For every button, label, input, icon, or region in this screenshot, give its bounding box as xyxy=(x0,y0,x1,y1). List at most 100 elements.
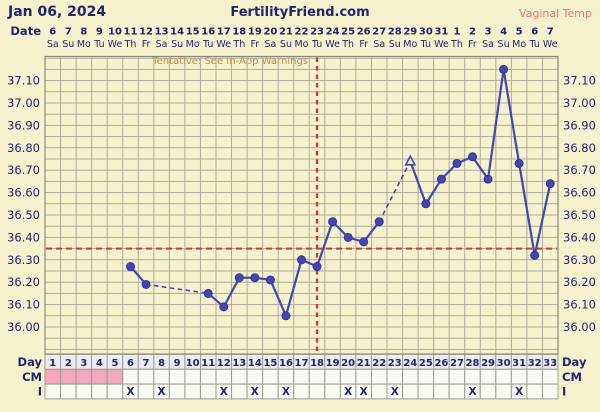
cm-cell-5[interactable] xyxy=(106,368,124,385)
intercourse-cell-30[interactable] xyxy=(495,383,512,400)
date-number: 28 xyxy=(388,27,402,38)
row-label-left: I xyxy=(38,385,42,399)
weekday-label: Su xyxy=(498,39,510,50)
intercourse-cell-3[interactable] xyxy=(75,383,93,400)
temp-point-day-7[interactable] xyxy=(141,279,151,289)
intercourse-cell-19[interactable] xyxy=(324,383,341,400)
cm-cell-3[interactable] xyxy=(75,368,93,385)
cm-cell-21[interactable] xyxy=(355,368,372,385)
cm-cell-18[interactable] xyxy=(308,368,326,385)
cm-cell-4[interactable] xyxy=(91,368,108,385)
temp-point-estimated-day-24[interactable] xyxy=(404,154,417,166)
cm-cell-12[interactable] xyxy=(215,368,233,385)
intercourse-cell-29[interactable] xyxy=(479,383,497,400)
temp-point-day-29[interactable] xyxy=(483,174,493,184)
temp-point-day-6[interactable] xyxy=(126,262,135,272)
cm-cell-6[interactable] xyxy=(122,368,139,385)
temp-point-day-22[interactable] xyxy=(374,217,384,227)
intercourse-cell-27[interactable] xyxy=(448,383,466,400)
cm-cell-30[interactable] xyxy=(495,368,512,385)
temp-point-day-31[interactable] xyxy=(514,158,524,168)
intercourse-cell-10[interactable] xyxy=(184,383,201,400)
cm-cell-24[interactable] xyxy=(402,368,419,385)
temp-point-day-13[interactable] xyxy=(234,273,244,283)
intercourse-cell-22[interactable] xyxy=(370,383,388,400)
temp-point-day-18[interactable] xyxy=(312,262,322,272)
cm-cell-28[interactable] xyxy=(464,368,481,385)
cm-cell-7[interactable] xyxy=(137,368,155,385)
cm-cell-10[interactable] xyxy=(184,368,201,385)
temp-point-day-20[interactable] xyxy=(343,232,353,242)
weekday-label: We xyxy=(216,39,231,50)
weekday-label: Tu xyxy=(311,39,322,50)
cm-cell-22[interactable] xyxy=(370,368,388,385)
intercourse-cell-1[interactable] xyxy=(44,383,62,400)
intercourse-cell-25[interactable] xyxy=(417,383,435,400)
temp-point-day-16[interactable] xyxy=(281,311,291,321)
intercourse-cell-18[interactable] xyxy=(308,383,326,400)
cm-cell-8[interactable] xyxy=(153,368,170,385)
temp-point-day-25[interactable] xyxy=(421,199,431,209)
chart-start-date: Jan 06, 2024 xyxy=(8,4,107,20)
temp-point-day-28[interactable] xyxy=(468,152,477,162)
weekday-label: Fr xyxy=(468,39,477,50)
intercourse-cell-7[interactable] xyxy=(137,383,155,400)
weekday-label: Tu xyxy=(420,39,431,50)
intercourse-cell-13[interactable] xyxy=(231,383,248,400)
cm-cell-2[interactable] xyxy=(60,368,77,385)
cm-cell-20[interactable] xyxy=(339,368,357,385)
intercourse-cell-9[interactable] xyxy=(168,383,186,400)
intercourse-cell-11[interactable] xyxy=(199,383,217,400)
cm-cell-31[interactable] xyxy=(510,368,528,385)
cm-cell-25[interactable] xyxy=(417,368,435,385)
temp-point-day-21[interactable] xyxy=(359,237,369,247)
cm-cell-15[interactable] xyxy=(262,368,279,385)
intercourse-cell-17[interactable] xyxy=(293,383,310,400)
temp-point-day-33[interactable] xyxy=(545,179,555,189)
cm-cell-19[interactable] xyxy=(324,368,341,385)
cm-cell-17[interactable] xyxy=(293,368,310,385)
intercourse-cell-32[interactable] xyxy=(526,383,543,400)
day-number: 8 xyxy=(158,358,165,369)
cm-cell-11[interactable] xyxy=(199,368,217,385)
temp-point-day-19[interactable] xyxy=(328,217,338,227)
cm-cell-23[interactable] xyxy=(386,368,404,385)
cm-cell-14[interactable] xyxy=(246,368,264,385)
temp-point-day-17[interactable] xyxy=(297,255,306,265)
intercourse-mark: X xyxy=(391,386,399,398)
temp-point-day-11[interactable] xyxy=(203,288,213,298)
intercourse-cell-33[interactable] xyxy=(541,383,559,400)
cm-cell-29[interactable] xyxy=(479,368,497,385)
date-number: 19 xyxy=(248,27,262,38)
intercourse-cell-24[interactable] xyxy=(402,383,419,400)
intercourse-cell-4[interactable] xyxy=(91,383,108,400)
cm-cell-27[interactable] xyxy=(448,368,466,385)
cm-cell-32[interactable] xyxy=(526,368,543,385)
temp-point-day-26[interactable] xyxy=(436,174,446,184)
cm-cell-9[interactable] xyxy=(168,368,186,385)
cm-cell-13[interactable] xyxy=(231,368,248,385)
date-number: 20 xyxy=(263,27,277,38)
day-number: 2 xyxy=(65,358,72,369)
temp-point-day-15[interactable] xyxy=(265,275,275,285)
weekday-label: Tu xyxy=(528,39,539,50)
temp-point-day-27[interactable] xyxy=(452,158,462,168)
temp-point-day-14[interactable] xyxy=(250,273,260,283)
weekday-label: Sa xyxy=(373,39,385,50)
cm-cell-33[interactable] xyxy=(541,368,559,385)
intercourse-cell-2[interactable] xyxy=(60,383,77,400)
cm-cell-16[interactable] xyxy=(277,368,295,385)
intercourse-cell-5[interactable] xyxy=(106,383,124,400)
day-number: 14 xyxy=(248,358,262,369)
temp-point-day-30[interactable] xyxy=(499,64,509,74)
date-number: 13 xyxy=(155,27,169,38)
intercourse-cell-15[interactable] xyxy=(262,383,279,400)
day-number: 28 xyxy=(466,358,480,369)
cm-cell-26[interactable] xyxy=(433,368,450,385)
temp-point-day-12[interactable] xyxy=(219,302,229,312)
intercourse-cell-26[interactable] xyxy=(433,383,450,400)
cm-cell-1[interactable] xyxy=(44,368,62,385)
day-number: 33 xyxy=(543,358,557,369)
temp-point-day-32[interactable] xyxy=(530,250,540,260)
